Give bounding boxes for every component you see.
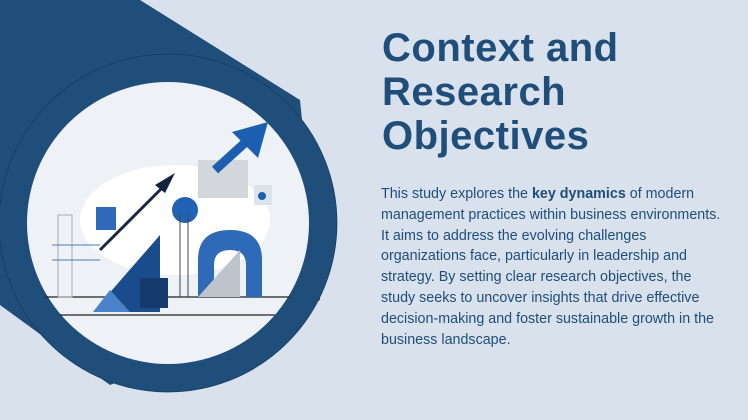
slide-body-text: This study explores the key dynamics of … [381,184,726,350]
body-text-start: This study explores the [381,186,532,202]
body-text-emphasis: key dynamics [531,186,626,202]
title-line-2: Research [382,70,567,114]
business-growth-illustration [45,122,290,316]
decorative-circle-frame [0,0,338,393]
outer-ring-line [0,53,338,393]
title-line-3: Objectives [382,114,590,158]
title-line-1: Context and [382,26,619,70]
slide-title: Context and Research Objectives [382,26,722,158]
body-text-rest: of modern management practices within bu… [381,186,721,348]
